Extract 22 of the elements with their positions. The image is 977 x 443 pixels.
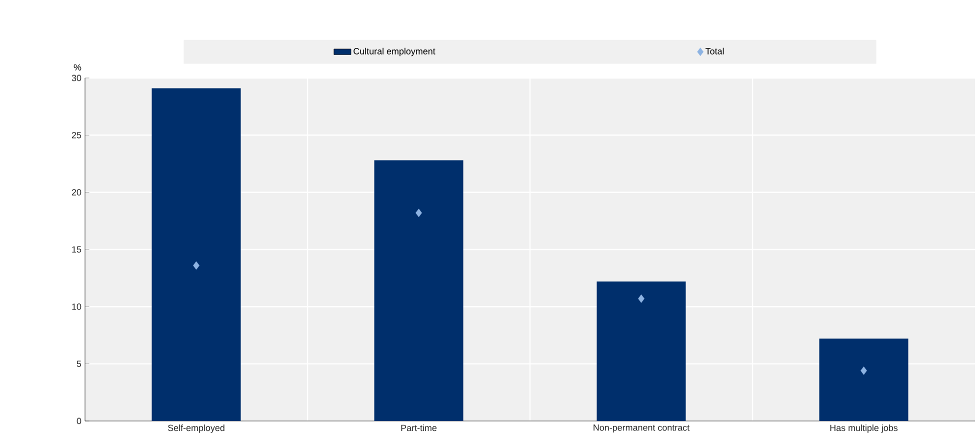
bar	[819, 338, 908, 421]
y-tick-label: 15	[72, 246, 82, 253]
x-tick-label: Self-employed	[168, 424, 224, 433]
y-tick-label: 20	[72, 189, 82, 196]
bar	[596, 282, 686, 421]
y-tick-label: 25	[72, 132, 82, 138]
bar	[152, 88, 241, 421]
point	[193, 261, 200, 270]
y-tick-label: 10	[72, 303, 82, 310]
legend-label: Total	[706, 48, 724, 54]
y-tick-label: 5	[76, 360, 82, 367]
y-axis-title: %	[74, 64, 82, 70]
y-tick-label: 0	[76, 418, 82, 424]
point	[416, 208, 422, 218]
y-tick-label: 30	[72, 74, 82, 82]
legend-label: Cultural employment	[354, 48, 436, 56]
bar	[374, 160, 464, 421]
x-tick-label: Non-permanent contract	[594, 424, 690, 433]
point	[860, 366, 867, 375]
x-tick-label: Part-time	[401, 424, 437, 432]
point	[638, 294, 644, 303]
x-tick-label: Has multiple jobs	[830, 424, 898, 433]
